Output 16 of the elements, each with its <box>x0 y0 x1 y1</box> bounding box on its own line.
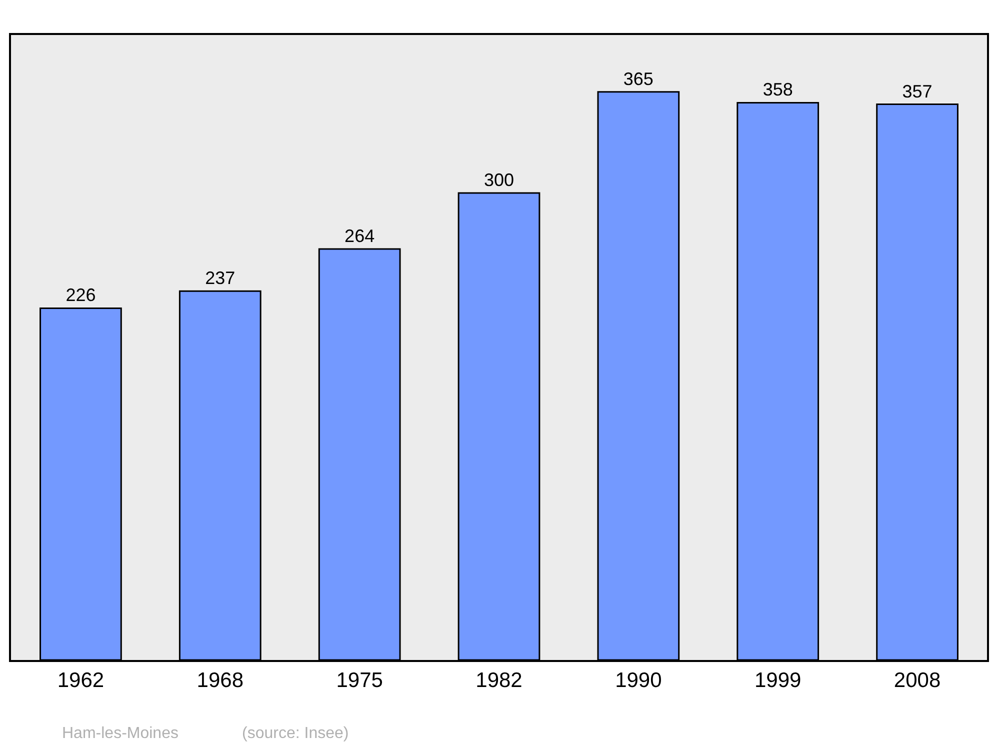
data-label: 226 <box>66 285 96 306</box>
data-label: 358 <box>762 80 793 100</box>
x-tick-label: 1975 <box>336 669 383 692</box>
text: (source: Insee) <box>242 725 349 742</box>
data-label: 237 <box>205 268 236 288</box>
x-tick-label: 1982 <box>476 669 522 692</box>
x-tick-label: 2008 <box>894 669 941 692</box>
data-label: 357 <box>902 81 932 102</box>
x-tick-label: 1999 <box>754 669 802 692</box>
x-tick-label: 1962 <box>57 669 104 692</box>
x-tick-label: 1968 <box>196 669 244 692</box>
text: Ham-les-Moines <box>62 725 178 742</box>
data-label: 264 <box>344 226 375 246</box>
data-label: 365 <box>623 68 654 89</box>
x-tick-label: 1990 <box>615 669 662 692</box>
data-label: 300 <box>484 170 514 190</box>
